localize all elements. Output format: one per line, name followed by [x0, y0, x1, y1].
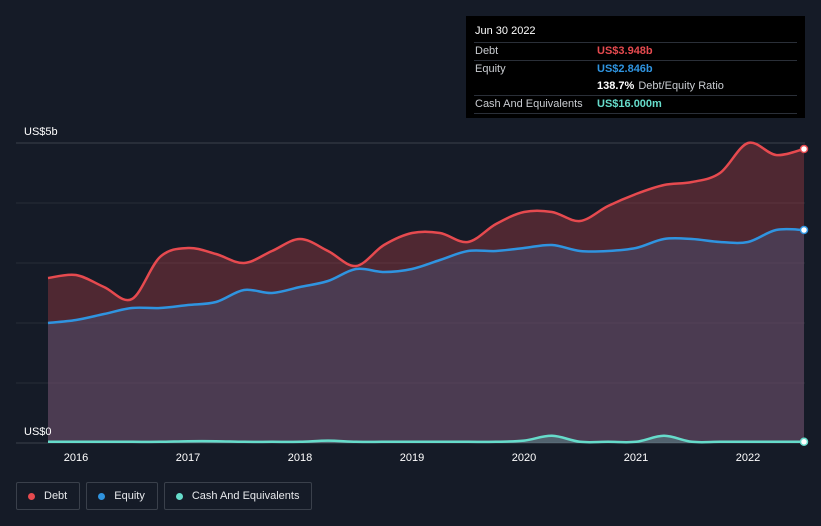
equity-end-point: [799, 225, 809, 235]
tooltip-value: US$2.846b: [597, 63, 653, 75]
x-tick-label: 2017: [176, 452, 200, 464]
grid: [16, 142, 805, 444]
legend-label: Debt: [44, 490, 68, 502]
tooltip-value: 138.7%: [597, 80, 635, 92]
tooltip-row-ratio: 138.7% Debt/Equity Ratio: [474, 78, 797, 95]
tooltip-label: Cash And Equivalents: [475, 98, 583, 110]
x-tick-label: 2019: [400, 452, 424, 464]
debt-line: [47, 141, 805, 302]
debt-area: [48, 142, 804, 443]
tooltip-ratio-label: Debt/Equity Ratio: [638, 80, 724, 92]
legend-item-cash[interactable]: Cash And Equivalents: [163, 482, 313, 510]
equity-area: [48, 229, 804, 443]
y-axis-top-label: US$5b: [24, 126, 58, 138]
tooltip: Jun 30 2022 Debt US$3.948b Equity US$2.8…: [466, 16, 805, 118]
x-tick-label: 2022: [736, 452, 760, 464]
legend-dot-icon: [175, 492, 183, 500]
legend-item-debt[interactable]: Debt: [16, 482, 81, 510]
tooltip-label: Equity: [475, 63, 506, 75]
cash-line: [47, 434, 805, 444]
x-tick-label: 2016: [64, 452, 88, 464]
series-end-markers: [799, 144, 809, 447]
tooltip-row-cash: Cash And Equivalents US$16.000m: [474, 95, 797, 114]
tooltip-value: US$16.000m: [597, 98, 662, 110]
tooltip-date: Jun 30 2022: [475, 25, 536, 37]
tooltip-label: Debt: [475, 45, 499, 57]
x-tick-label: 2021: [624, 452, 648, 464]
x-tick-label: 2020: [512, 452, 536, 464]
x-tick-labels: 2016 2017 2018 2019 2020 2021 2022: [64, 452, 760, 464]
equity-line: [47, 227, 805, 325]
debt-end-point: [799, 144, 809, 154]
legend-label: Equity: [114, 490, 145, 502]
series-areas: [48, 142, 804, 443]
tooltip-row-equity: Equity US$2.846b: [474, 60, 797, 78]
tooltip-label: [474, 78, 597, 95]
legend-item-equity[interactable]: Equity: [86, 482, 158, 510]
cash-end-point: [799, 437, 809, 447]
series-lines: [47, 141, 805, 444]
x-tick-label: 2018: [288, 452, 312, 464]
tooltip-value: US$3.948b: [597, 45, 653, 57]
legend-label: Cash And Equivalents: [191, 490, 300, 502]
legend: Debt Equity Cash And Equivalents: [16, 482, 318, 510]
tooltip-row-debt: Debt US$3.948b: [474, 42, 797, 60]
legend-dot-icon: [28, 492, 35, 500]
legend-dot-icon: [98, 492, 106, 500]
y-axis-bottom-label: US$0: [24, 426, 52, 438]
